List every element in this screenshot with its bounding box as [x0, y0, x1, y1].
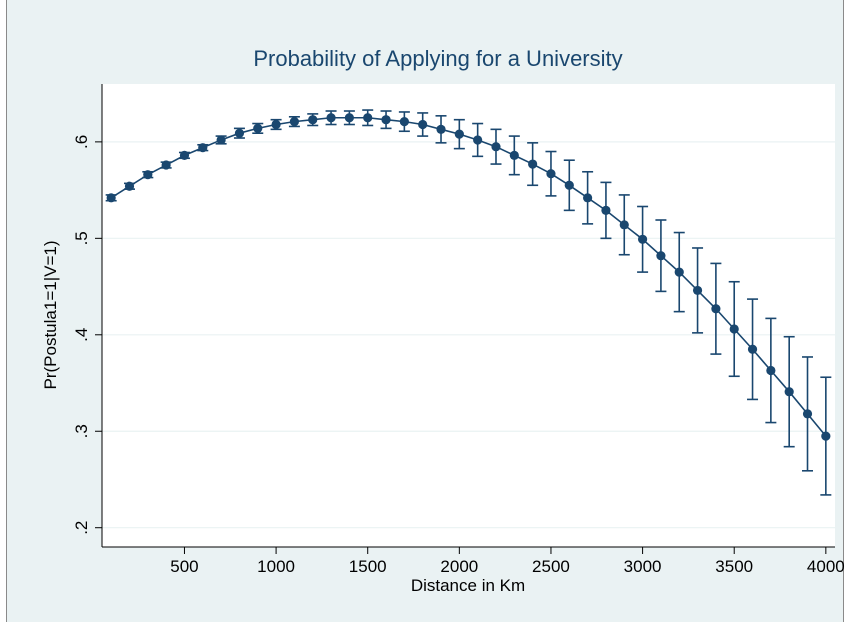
x-tick-label: 3000 [624, 557, 662, 576]
data-point [436, 124, 446, 134]
data-point [234, 128, 245, 138]
data-point [766, 365, 776, 376]
y-tick-label: .4 [72, 328, 91, 342]
x-axis: 500 1000 1500 2000 2500 3000 3500 4000 [102, 546, 845, 576]
x-tick-label: 3500 [715, 557, 753, 576]
y-tick-label: .2 [72, 521, 91, 535]
data-point [491, 142, 501, 152]
data-point [674, 267, 684, 277]
x-tick-label: 1500 [349, 557, 387, 576]
y-tick-label: .3 [72, 424, 91, 438]
markers [106, 113, 831, 441]
data-point [344, 113, 354, 123]
series-polyline [110, 116, 827, 437]
data-point [546, 169, 556, 179]
data-point [711, 304, 721, 314]
data-point [271, 119, 281, 130]
plot-area [102, 84, 835, 547]
y-axis-label: Pr(Postula1=1|V=1) [41, 241, 60, 390]
data-point [198, 143, 208, 153]
data-point [747, 344, 758, 354]
data-point [473, 135, 483, 145]
x-tick-label: 500 [170, 557, 198, 576]
data-point [656, 251, 666, 261]
data-point [326, 113, 336, 123]
data-point [253, 123, 263, 133]
data-point [601, 205, 611, 215]
data-point [363, 113, 373, 123]
data-point [454, 129, 464, 139]
data-point [124, 181, 135, 191]
data-point [619, 220, 629, 230]
y-tick-label: .5 [72, 231, 91, 245]
data-point [784, 387, 794, 397]
data-point [564, 180, 574, 190]
data-point [637, 234, 648, 244]
data-point [692, 285, 703, 296]
x-axis-label: Distance in Km [411, 576, 525, 595]
data-point [399, 117, 409, 127]
data-point [418, 119, 428, 130]
x-tick-label: 2500 [532, 557, 570, 576]
series-line [110, 116, 827, 437]
data-point [509, 150, 519, 160]
data-point [802, 409, 813, 419]
y-axis: .2 .3 .4 .5 .6 [72, 84, 103, 547]
x-tick-label: 4000 [807, 557, 845, 576]
data-point [308, 115, 318, 125]
data-point [179, 150, 190, 160]
data-point [143, 170, 153, 180]
data-point [583, 193, 593, 203]
x-tick-label: 2000 [440, 557, 478, 576]
data-point [289, 117, 300, 127]
x-tick-label: 1000 [257, 557, 295, 576]
data-point [729, 324, 739, 334]
chart: .2 .3 .4 .5 .6 500 1000 1500 2000 2500 3000 3500 40… [41, 46, 845, 595]
data-point [381, 115, 391, 125]
data-point [106, 193, 116, 203]
data-point [216, 135, 226, 145]
data-point [528, 159, 538, 169]
data-point [821, 431, 831, 441]
y-tick-label: .6 [72, 135, 91, 149]
graph-window: .2 .3 .4 .5 .6 500 1000 1500 2000 2500 3000 3500 40… [6, 0, 845, 622]
data-point [161, 160, 171, 170]
chart-title: Probability of Applying for a University [253, 46, 622, 71]
